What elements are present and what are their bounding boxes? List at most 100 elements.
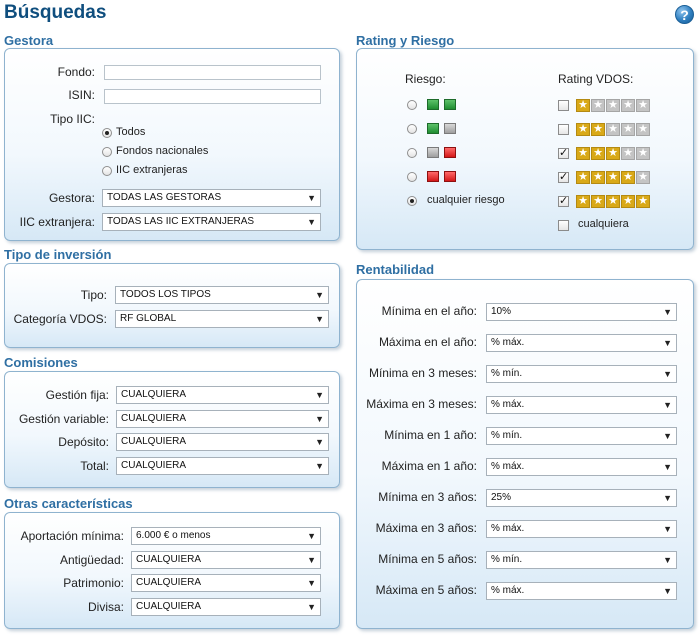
risk-radio-2[interactable] bbox=[407, 124, 417, 134]
star-icon: ★ bbox=[591, 147, 605, 160]
iic-extranjera-select[interactable]: TODAS LAS IIC EXTRANJERAS ▼ bbox=[102, 213, 321, 231]
section-title-comisiones: Comisiones bbox=[4, 355, 78, 370]
star-icon: ★ bbox=[591, 195, 605, 208]
aportacion-minima-select[interactable]: 6.000 € o menos ▼ bbox=[131, 527, 321, 545]
rentabilidad-select-value: % máx. bbox=[491, 523, 525, 534]
patrimonio-select[interactable]: CUALQUIERA ▼ bbox=[131, 574, 321, 592]
help-icon[interactable]: ? bbox=[675, 5, 694, 24]
chevron-down-icon: ▼ bbox=[307, 217, 316, 227]
divisa-select[interactable]: CUALQUIERA ▼ bbox=[131, 598, 321, 616]
rentabilidad-select-2[interactable]: % máx. ▼ bbox=[486, 334, 677, 352]
tipo-iic-option-todos[interactable]: Todos bbox=[116, 126, 146, 138]
section-title-tipo-inversion: Tipo de inversión bbox=[4, 247, 112, 262]
tipo-iic-radio-nacionales[interactable] bbox=[102, 147, 112, 157]
star-icon: ★ bbox=[636, 195, 650, 208]
chevron-down-icon: ▼ bbox=[307, 602, 316, 612]
rentabilidad-select-value: 25% bbox=[491, 492, 512, 503]
risk-radio-1[interactable] bbox=[407, 100, 417, 110]
rentabilidad-select-9[interactable]: % mín. ▼ bbox=[486, 551, 677, 569]
chevron-down-icon: ▼ bbox=[663, 369, 672, 379]
antiguedad-select[interactable]: CUALQUIERA ▼ bbox=[131, 551, 321, 569]
tipo-iic-option-nacionales[interactable]: Fondos nacionales bbox=[116, 145, 209, 157]
star-icon: ★ bbox=[591, 123, 605, 136]
chevron-down-icon: ▼ bbox=[315, 437, 324, 447]
rating-checkbox-3[interactable]: ✓ bbox=[558, 147, 569, 159]
chevron-down-icon: ▼ bbox=[663, 555, 672, 565]
deposito-select-value: CUALQUIERA bbox=[121, 436, 187, 447]
iic-extranjera-label: IIC extranjera: bbox=[19, 215, 95, 229]
rating-stars-4: ★ ★ ★ ★ ★ bbox=[576, 171, 651, 184]
star-icon: ★ bbox=[576, 195, 590, 208]
rentabilidad-select-1[interactable]: 10% ▼ bbox=[486, 303, 677, 321]
otras-panel: Aportación mínima: 6.000 € o menos ▼ Ant… bbox=[4, 512, 340, 629]
section-title-rating: Rating y Riesgo bbox=[356, 33, 455, 48]
risk-any-label[interactable]: cualquier riesgo bbox=[427, 194, 505, 206]
risk-square-green bbox=[444, 99, 456, 110]
rentabilidad-select-10[interactable]: % máx. ▼ bbox=[486, 582, 677, 600]
categoria-vdos-select[interactable]: RF GLOBAL ▼ bbox=[115, 310, 329, 328]
rating-checkbox-5[interactable]: ✓ bbox=[558, 195, 569, 207]
rentabilidad-label-7: Mínima en 3 años: bbox=[378, 490, 477, 504]
chevron-down-icon: ▼ bbox=[663, 307, 672, 317]
patrimonio-label: Patrimonio: bbox=[63, 576, 124, 590]
rentabilidad-select-value: % mín. bbox=[491, 430, 523, 441]
rating-any-label[interactable]: cualquiera bbox=[578, 218, 629, 230]
gestora-select[interactable]: TODAS LAS GESTORAS ▼ bbox=[102, 189, 321, 207]
aportacion-minima-select-value: 6.000 € o menos bbox=[136, 530, 211, 541]
isin-input[interactable] bbox=[104, 89, 321, 104]
total-select[interactable]: CUALQUIERA ▼ bbox=[116, 457, 329, 475]
rentabilidad-select-8[interactable]: % máx. ▼ bbox=[486, 520, 677, 538]
tipo-iic-label: Tipo IIC: bbox=[50, 112, 95, 126]
rentabilidad-select-4[interactable]: % máx. ▼ bbox=[486, 396, 677, 414]
gestion-variable-select-value: CUALQUIERA bbox=[121, 413, 187, 424]
tipo-iic-radio-extranjeras[interactable] bbox=[102, 166, 112, 176]
risk-square-gray bbox=[427, 147, 439, 158]
rating-checkbox-4[interactable]: ✓ bbox=[558, 171, 569, 183]
rentabilidad-label-1: Mínima en el año: bbox=[381, 304, 477, 318]
star-icon: ★ bbox=[636, 171, 650, 184]
risk-square-green bbox=[427, 123, 439, 134]
rentabilidad-select-5[interactable]: % mín. ▼ bbox=[486, 427, 677, 445]
fondo-label: Fondo: bbox=[57, 65, 95, 79]
rentabilidad-select-6[interactable]: % máx. ▼ bbox=[486, 458, 677, 476]
risk-square-red bbox=[444, 171, 456, 182]
chevron-down-icon: ▼ bbox=[663, 462, 672, 472]
chevron-down-icon: ▼ bbox=[663, 524, 672, 534]
tipo-iic-radio-todos[interactable] bbox=[102, 128, 112, 138]
chevron-down-icon: ▼ bbox=[315, 461, 324, 471]
chevron-down-icon: ▼ bbox=[663, 493, 672, 503]
rentabilidad-label-3: Mínima en 3 meses: bbox=[368, 366, 477, 380]
risk-radio-3[interactable] bbox=[407, 148, 417, 158]
chevron-down-icon: ▼ bbox=[307, 555, 316, 565]
tipo-iic-option-extranjeras[interactable]: IIC extranjeras bbox=[116, 164, 188, 176]
risk-radio-4[interactable] bbox=[407, 172, 417, 182]
total-label: Total: bbox=[80, 459, 109, 473]
rentabilidad-select-7[interactable]: 25% ▼ bbox=[486, 489, 677, 507]
rentabilidad-label-6: Máxima en 1 año: bbox=[381, 459, 477, 473]
section-title-otras: Otras características bbox=[4, 496, 133, 511]
chevron-down-icon: ▼ bbox=[307, 193, 316, 203]
star-icon: ★ bbox=[606, 147, 620, 160]
gestion-fija-select[interactable]: CUALQUIERA ▼ bbox=[116, 386, 329, 404]
rating-checkbox-1[interactable] bbox=[558, 100, 569, 111]
risk-square-red bbox=[444, 147, 456, 158]
rentabilidad-select-value: % máx. bbox=[491, 399, 525, 410]
rating-stars-5: ★ ★ ★ ★ ★ bbox=[576, 195, 651, 208]
gestion-fija-label: Gestión fija: bbox=[45, 388, 109, 402]
rentabilidad-select-value: % máx. bbox=[491, 337, 525, 348]
rentabilidad-label-5: Mínima en 1 año: bbox=[384, 428, 477, 442]
risk-square-green bbox=[427, 99, 439, 110]
rating-checkbox-any[interactable] bbox=[558, 220, 569, 231]
rentabilidad-select-3[interactable]: % mín. ▼ bbox=[486, 365, 677, 383]
risk-radio-any[interactable] bbox=[407, 196, 417, 206]
fondo-input[interactable] bbox=[104, 65, 321, 80]
gestion-variable-select[interactable]: CUALQUIERA ▼ bbox=[116, 410, 329, 428]
star-icon: ★ bbox=[576, 147, 590, 160]
deposito-select[interactable]: CUALQUIERA ▼ bbox=[116, 433, 329, 451]
tipo-select-value: TODOS LOS TIPOS bbox=[120, 289, 211, 300]
star-icon: ★ bbox=[636, 99, 650, 112]
gestora-panel: Fondo: ISIN: Tipo IIC: Todos Fondos naci… bbox=[4, 48, 340, 241]
rating-checkbox-2[interactable] bbox=[558, 124, 569, 135]
antiguedad-label: Antigüedad: bbox=[59, 553, 124, 567]
tipo-select[interactable]: TODOS LOS TIPOS ▼ bbox=[115, 286, 329, 304]
